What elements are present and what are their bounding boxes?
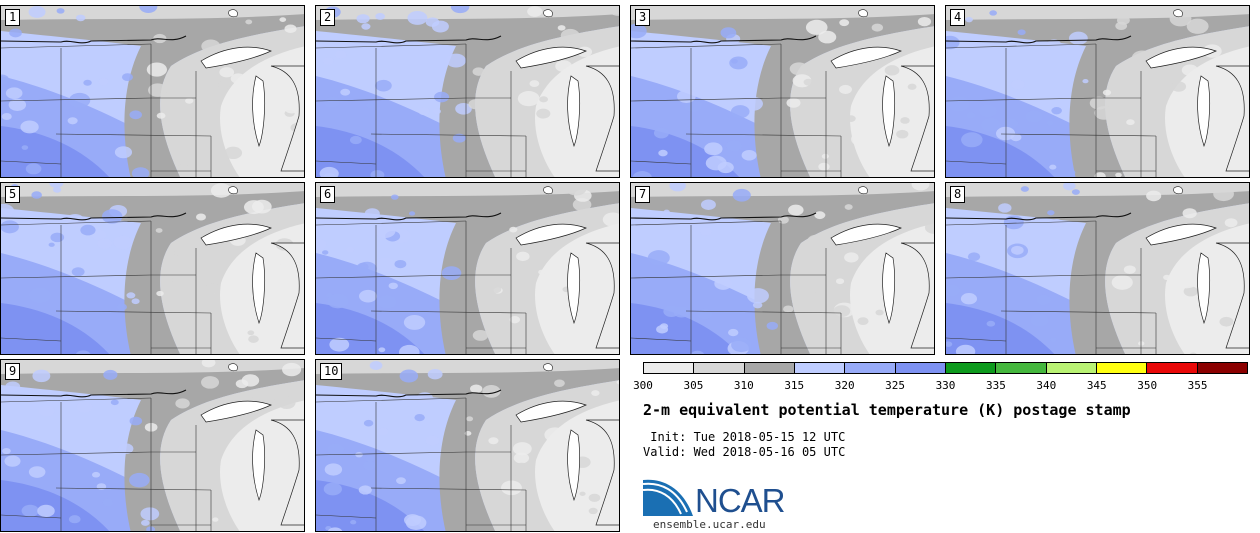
colorbar-segment: [744, 363, 795, 373]
colorbar-tick-label: 345: [1086, 379, 1107, 392]
colorbar-tick-label: 340: [1036, 379, 1057, 392]
colorbar-tick-label: 330: [935, 379, 956, 392]
colorbar-tick-label: 310: [733, 379, 754, 392]
stamp-panel-3: 3: [630, 5, 935, 178]
stamp-map-9: [1, 360, 304, 531]
colorbar-tick-label: 315: [784, 379, 805, 392]
stamp-label-4: 4: [950, 9, 966, 26]
valid-time: Valid: Wed 2018-05-16 05 UTC: [643, 445, 846, 459]
stamp-map-7: [631, 183, 934, 354]
stamp-label-1: 1: [5, 9, 21, 26]
stamp-panel-7: 7: [630, 182, 935, 355]
stamp-panel-5: 5: [0, 182, 305, 355]
logo-url: ensemble.ucar.edu: [653, 518, 766, 531]
stamp-panel-6: 6: [315, 182, 620, 355]
map-title: 2-m equivalent potential temperature (K)…: [643, 401, 1131, 419]
colorbar-segment: [1147, 363, 1198, 373]
stamp-panel-4: 4: [945, 5, 1250, 178]
stamp-label-9: 9: [5, 363, 21, 380]
stamp-map-2: [316, 6, 619, 177]
colorbar-tick-label: 325: [885, 379, 906, 392]
colorbar-tick-label: 335: [985, 379, 1006, 392]
logo-text: NCAR: [695, 482, 786, 519]
colorbar-tick-label: 350: [1137, 379, 1158, 392]
stamp-map-1: [1, 6, 304, 177]
stamp-map-3: [631, 6, 934, 177]
colorbar-tick-label: 305: [683, 379, 704, 392]
stamp-map-10: [316, 360, 619, 531]
colorbar-segment: [996, 363, 1047, 373]
colorbar-segment: [1046, 363, 1097, 373]
stamp-map-6: [316, 183, 619, 354]
colorbar-segment: [644, 363, 695, 373]
stamp-panel-9: 9: [0, 359, 305, 532]
stamp-label-10: 10: [320, 363, 343, 380]
stamp-label-2: 2: [320, 9, 336, 26]
stamp-label-5: 5: [5, 186, 21, 203]
stamp-map-4: [946, 6, 1249, 177]
colorbar-segment: [895, 363, 946, 373]
colorbar-segment: [945, 363, 997, 373]
stamp-panel-8: 8: [945, 182, 1250, 355]
colorbar-tick-label: 355: [1187, 379, 1208, 392]
init-time: Init: Tue 2018-05-15 12 UTC: [643, 430, 846, 444]
colorbar: [643, 362, 1248, 374]
stamp-map-8: [946, 183, 1249, 354]
colorbar-segment: [845, 363, 896, 373]
colorbar-tick-label: 300: [633, 379, 653, 392]
stamp-map-5: [1, 183, 304, 354]
stamp-panel-1: 1: [0, 5, 305, 178]
colorbar-segment: [694, 363, 745, 373]
stamp-label-8: 8: [950, 186, 966, 203]
ncar-logo-icon: [643, 479, 693, 516]
stamp-label-3: 3: [635, 9, 651, 26]
stamp-label-6: 6: [320, 186, 336, 203]
stamp-panel-10: 10: [315, 359, 620, 532]
colorbar-segment: [794, 363, 846, 373]
stamp-label-7: 7: [635, 186, 651, 203]
colorbar-segment: [1197, 363, 1247, 373]
colorbar-segment: [1096, 363, 1148, 373]
colorbar-tick-label: 320: [834, 379, 855, 392]
stamp-panel-2: 2: [315, 5, 620, 178]
